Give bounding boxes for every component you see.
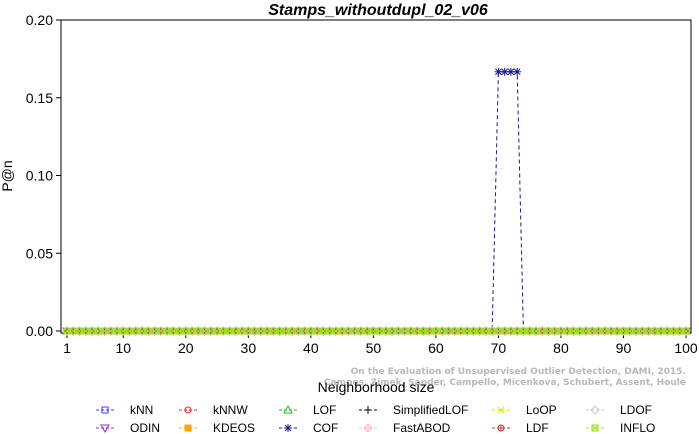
data-point [369,327,377,335]
x-tick-label: 80 [553,340,569,356]
legend-marker [284,424,292,432]
legend-item-ldf: LDF [492,421,549,434]
x-tick-label: 20 [178,340,194,356]
legend-marker [590,405,600,415]
x-tick-label: 100 [674,340,698,356]
data-point [563,327,571,335]
y-tick-label: 0.00 [26,323,53,339]
data-point [238,327,246,335]
legend-label: LoOP [526,403,557,417]
legend-marker [364,406,372,414]
data-point [513,67,522,76]
legend-item-loop: LoOP [492,403,557,417]
legend-item-ldof: LDOF [586,403,652,417]
legend-label: COF [313,421,338,434]
data-point [513,327,521,335]
y-tick-label: 0.15 [26,90,53,106]
legend-marker [100,424,110,434]
legend-marker [497,406,505,414]
chart-title: Stamps_withoutdupl_02_v06 [268,2,488,19]
legend-label: ODIN [130,421,160,434]
legend-label: kNNW [213,403,248,417]
legend-item-knnw: kNNW [179,403,248,417]
x-tick-label: 60 [428,340,444,356]
y-tick-label: 0.10 [26,168,53,184]
x-tick-label: 30 [241,340,257,356]
legend-item-inflo: INFLO [586,421,655,434]
series-layer [62,67,691,337]
x-axis-title: Neighborhood size [318,379,435,395]
legend-item-odin: ODIN [96,421,160,434]
legend-label: KDEOS [213,421,255,434]
x-tick-label: 50 [366,340,382,356]
x-tick-label: 1 [63,340,71,356]
data-point [82,327,90,335]
legend-marker [283,404,293,414]
x-tick-label: 70 [491,340,507,356]
x-axis: 1 10 20 30 40 50 60 70 80 90 100 [63,333,698,356]
credit-line-2: On the Evaluation of Unsupervised Outlie… [351,367,686,377]
x-tick-label: 90 [616,340,632,356]
data-point [363,327,371,335]
credit-line-1: Campos, Zimek, Sander, Campello, Micenko… [324,378,686,388]
series-cof [63,67,690,335]
legend-item-simplifiedlof: SimplifiedLOF [359,403,468,417]
legend-label: LDOF [620,403,652,417]
legend-label: SimplifiedLOF [393,403,468,417]
series-inflo [63,327,690,335]
x-tick-label: 40 [303,340,319,356]
legend: kNN ODIN kNNW KDEOS LOF COF SimplifiedLOF FastA… [96,403,655,434]
series-line-cof [67,71,686,332]
y-tick-label: 0.05 [26,245,53,261]
data-point [232,327,240,335]
legend-label: LOF [313,403,336,417]
data-point [682,327,690,335]
x-tick-label: 10 [115,340,131,356]
plot-frame [60,19,692,334]
legend-marker [101,406,109,414]
legend-item-knn: kNN [96,403,153,417]
data-point [76,327,84,335]
data-point [201,327,209,335]
data-point [294,327,302,335]
legend-item-fastabod: FastABOD [359,421,451,434]
legend-label: FastABOD [393,421,451,434]
legend-label: kNN [130,403,153,417]
legend-marker [363,423,373,433]
data-point [126,327,134,335]
data-point [619,327,627,335]
legend-item-lof: LOF [279,403,336,417]
legend-label: LDF [526,421,549,434]
y-axis-title: P@n [0,160,15,191]
legend-marker [591,424,599,432]
legend-item-cof: COF [279,421,338,434]
legend-label: INFLO [620,421,655,434]
legend-marker [184,424,192,432]
legend-marker [184,406,192,414]
legend-item-kdeos: KDEOS [179,421,255,434]
y-axis: 0.00 0.05 0.10 0.15 0.20 [26,12,61,339]
data-point [557,327,565,335]
y-tick-label: 0.20 [26,12,53,28]
legend-marker [497,424,505,432]
data-point [488,327,496,335]
